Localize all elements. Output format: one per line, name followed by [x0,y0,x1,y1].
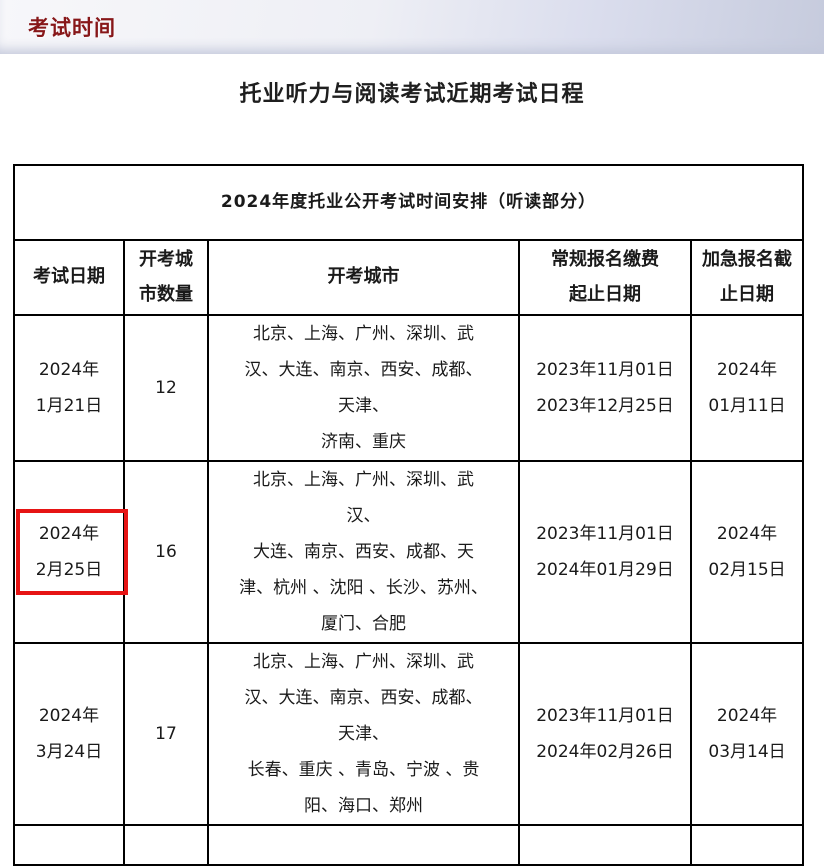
col-header-city-count: 开考城 市数量 [123,239,209,316]
table-header-row: 考试日期 开考城 市数量 开考城市 常规报名缴费 起止日期 加急报名截 止日期 [13,239,805,316]
section-title: 考试时间 [28,16,116,40]
col-header-exam-date: 考试日期 [13,239,125,316]
exam-date-cell: 2024年 1月21日 [13,313,125,463]
exam-schedule-table: 2024年度托业公开考试时间安排（听读部分） 考试日期 开考城 市数量 开考城市… [12,164,805,866]
cities-cell: 北京、上海、广州、深圳、武 汉、大连、南京、西安、成都、 天津、 长春、重庆 、… [207,642,520,827]
city-count-cell: 17 [123,642,209,827]
exam-date-cell-highlighted: 2024年 2月25日 [13,460,128,645]
city-count-cell [123,824,209,866]
cities-cell: 北京、上海、广州、深圳、武 汉、 大连、南京、西安、成都、天 津、杭州 、沈阳 … [207,460,520,645]
exam-date-text: 2024年 2月25日 [35,524,103,581]
col-header-cities: 开考城市 [207,239,520,316]
table-row-highlighted: 2024年 2月25日 16 北京、上海、广州、深圳、武 汉、 大连、南京、西安… [13,460,805,645]
urgent-deadline-cell: 2024年 01月11日 [689,313,805,463]
city-count-cell: 16 [123,460,209,645]
regular-period-cell [518,824,692,866]
table-row: 2024年 1月21日 12 北京、上海、广州、深圳、武 汉、大连、南京、西安、… [13,313,805,463]
section-header-banner: 考试时间 [0,0,824,54]
table-title: 2024年度托业公开考试时间安排（听读部分） [12,164,805,241]
urgent-deadline-cell: 2024年 03月14日 [689,642,805,827]
urgent-deadline-cell: 2024年 02月15日 [689,460,805,645]
cities-cell: 北京、上海、广州、深圳、武 汉、大连、南京、西安、成都、 天津、 济南、重庆 [207,313,520,463]
col-header-regular-period: 常规报名缴费 起止日期 [518,239,692,316]
regular-period-cell: 2023年11月01日 2024年01月29日 [518,460,692,645]
cities-cell [207,824,520,866]
table-row-partial [13,824,805,866]
table-row: 2024年 3月24日 17 北京、上海、广州、深圳、武 汉、大连、南京、西安、… [13,642,805,827]
regular-period-cell: 2023年11月01日 2024年02月26日 [518,642,692,827]
exam-date-cell: 2024年 3月24日 [13,642,125,827]
city-count-cell: 12 [123,313,209,463]
col-header-urgent-deadline: 加急报名截 止日期 [689,239,805,316]
table-title-row: 2024年度托业公开考试时间安排（听读部分） [12,164,805,241]
page-title: 托业听力与阅读考试近期考试日程 [239,82,585,107]
red-highlight-box [16,509,128,596]
regular-period-cell: 2023年11月01日 2023年12月25日 [518,313,692,463]
urgent-deadline-cell [689,824,805,866]
exam-date-cell [13,824,125,866]
